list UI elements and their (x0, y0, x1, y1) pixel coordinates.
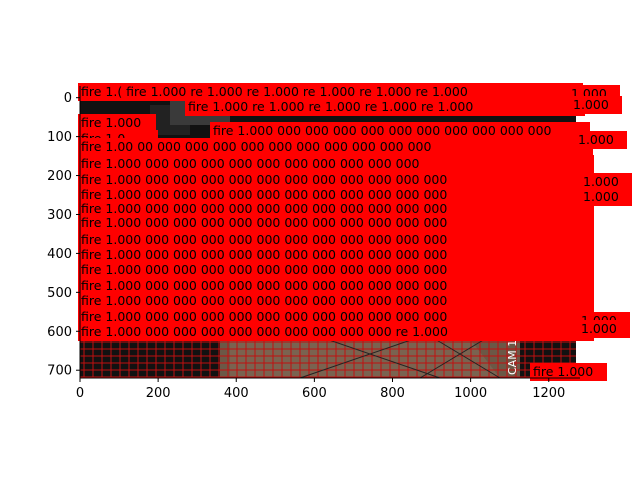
detection-label: fire 1.000 000 000 000 000 000 000 000 0… (78, 292, 594, 310)
detection-label-box (78, 246, 594, 264)
detection-label-text: fire 1.00 00 000 000 000 000 000 000 000… (81, 139, 431, 154)
detection-label: fire 1.000 000 000 000 000 000 000 000 0… (78, 155, 594, 173)
x-ticks: 0 200 400 600 800 1000 1200 (76, 378, 565, 401)
detection-label: fire 1.000 000 000 000 000 000 000 000 0… (78, 308, 594, 326)
detection-label-text: 1.000 (583, 189, 619, 204)
detection-label-text: fire 1.000 re 1.000 re 1.000 re 1.000 re… (188, 99, 473, 114)
detection-label-text: fire 1.000 000 000 000 000 000 000 000 0… (81, 201, 447, 216)
x-tick-label: 1000 (454, 386, 487, 401)
detection-label: fire 1.000 000 000 000 000 000 000 000 0… (78, 261, 594, 279)
detection-label-text: fire 1.000 000 000 000 000 000 000 000 0… (81, 172, 447, 187)
detection-label: fire 1.000 (530, 363, 607, 381)
detection-label-box (210, 122, 590, 140)
detection-label-box (78, 114, 156, 132)
detection-label-text: fire 1.000 000 000 000 000 000 000 000 0… (81, 324, 448, 339)
detection-label-box (570, 96, 622, 114)
detection-label-text: fire 1.000 (81, 115, 141, 130)
detection-label-text: 1.000 (578, 132, 614, 147)
detection-label-box (78, 292, 594, 310)
detection-label-text: 1.000 (573, 97, 609, 112)
detection-label-box (78, 155, 594, 173)
detection-label: fire 1.000 000 000 000 000 000 000 000 0… (78, 171, 594, 189)
detection-label-box (78, 138, 593, 156)
x-tick-label: 400 (224, 386, 249, 401)
x-tick-label: 0 (76, 386, 84, 401)
detection-label-text: fire 1.000 (533, 364, 593, 379)
detection-label: fire 1.( fire 1.000 re 1.000 re 1.000 re… (78, 83, 583, 101)
y-tick-label: 0 (64, 91, 72, 106)
detection-label: fire 1.000 000 000 000 000 000 000 000 0… (78, 200, 594, 218)
detection-label-text: 1.000 (583, 174, 619, 189)
detection-label: 1.000 (575, 131, 627, 149)
detection-label-text: fire 1.000 000 000 000 000 000 000 000 0… (81, 278, 447, 293)
detection-label-text: fire 1.000 000 000 000 000 000 000 000 0… (81, 215, 447, 230)
detection-label-text: fire 1.000 000 000 000 000 000 000 000 0… (81, 232, 447, 247)
detection-label-box (78, 277, 594, 295)
y-tick-label: 300 (47, 208, 72, 223)
detection-label: fire 1.000 000 000 000 000 000 000 000 0… (78, 323, 594, 341)
detection-label-box (185, 98, 585, 116)
detection-label: fire 1.000 000 000 000 000 000 000 000 0… (78, 246, 594, 264)
y-tick-label: 500 (47, 286, 72, 301)
detection-label-box (78, 323, 594, 341)
detection-label-box (530, 363, 607, 381)
detection-label-box (78, 231, 594, 249)
y-tick-label: 400 (47, 247, 72, 262)
detection-label-box (78, 83, 583, 101)
x-tick-label: 200 (146, 386, 171, 401)
detection-label: fire 1.000 000 000 000 000 000 000 000 0… (210, 122, 590, 140)
detection-label-box (78, 308, 594, 326)
detection-label-text: fire 1.000 000 000 000 000 000 000 000 0… (81, 247, 447, 262)
detection-label: 1.000 (578, 320, 630, 338)
detection-label-text: 1.000 (581, 321, 617, 336)
detection-label-text: fire 1.000 000 000 000 000 000 000 000 0… (81, 156, 420, 171)
y-tick-label: 200 (47, 169, 72, 184)
detection-label: 1.000 (580, 173, 632, 191)
x-tick-label: 600 (302, 386, 327, 401)
detection-label-box (578, 320, 630, 338)
detection-label: fire 1.000 000 000 000 000 000 000 000 0… (78, 214, 594, 232)
detection-label: 1.000 (580, 188, 632, 206)
detection-label-box (78, 214, 594, 232)
detection-label: fire 1.000 000 000 000 000 000 000 000 0… (78, 186, 594, 204)
y-tick-label: 100 (47, 130, 72, 145)
detection-label-box (78, 261, 594, 279)
x-tick-label: 1200 (532, 386, 565, 401)
detection-label: fire 1.000 (78, 114, 156, 132)
detection-label-text: fire 1.000 000 000 000 000 000 000 000 0… (81, 262, 447, 277)
detection-label-text: fire 1.000 000 000 000 000 000 000 000 0… (81, 293, 447, 308)
detection-label-box (78, 186, 594, 204)
detection-label-text: fire 1.000 000 000 000 000 000 000 000 0… (213, 123, 552, 138)
y-tick-label: 700 (47, 364, 72, 379)
detection-label-text: fire 1.( fire 1.000 re 1.000 re 1.000 re… (81, 84, 468, 99)
detection-label-text: fire 1.000 000 000 000 000 000 000 000 0… (81, 309, 447, 324)
y-tick-label: 600 (47, 325, 72, 340)
detection-label-box (78, 200, 594, 218)
y-ticks: 0 100 200 300 400 500 600 700 (47, 91, 80, 379)
detection-label-box (580, 188, 632, 206)
detection-labels: fire 1.( fire 1.000 re 1.000 re 1.000 re… (78, 83, 632, 381)
detection-label: fire 1.000 re 1.000 re 1.000 re 1.000 re… (185, 98, 585, 116)
detection-label-text: fire 1.000 000 000 000 000 000 000 000 0… (81, 187, 447, 202)
detection-label-box (78, 171, 594, 189)
detection-label: 1.000 (570, 96, 622, 114)
detection-label-box (580, 173, 632, 191)
axes: 0 200 400 600 800 1000 1200 0 100 200 300 400 500 60… (47, 86, 580, 401)
detection-label-box (575, 131, 627, 149)
cam-overlay-text: CAM 18 (506, 333, 519, 375)
detection-label: fire 1.000 000 000 000 000 000 000 000 0… (78, 231, 594, 249)
x-tick-label: 800 (380, 386, 405, 401)
detection-label: fire 1.00 00 000 000 000 000 000 000 000… (78, 138, 593, 156)
detection-label: fire 1.000 000 000 000 000 000 000 000 0… (78, 277, 594, 295)
